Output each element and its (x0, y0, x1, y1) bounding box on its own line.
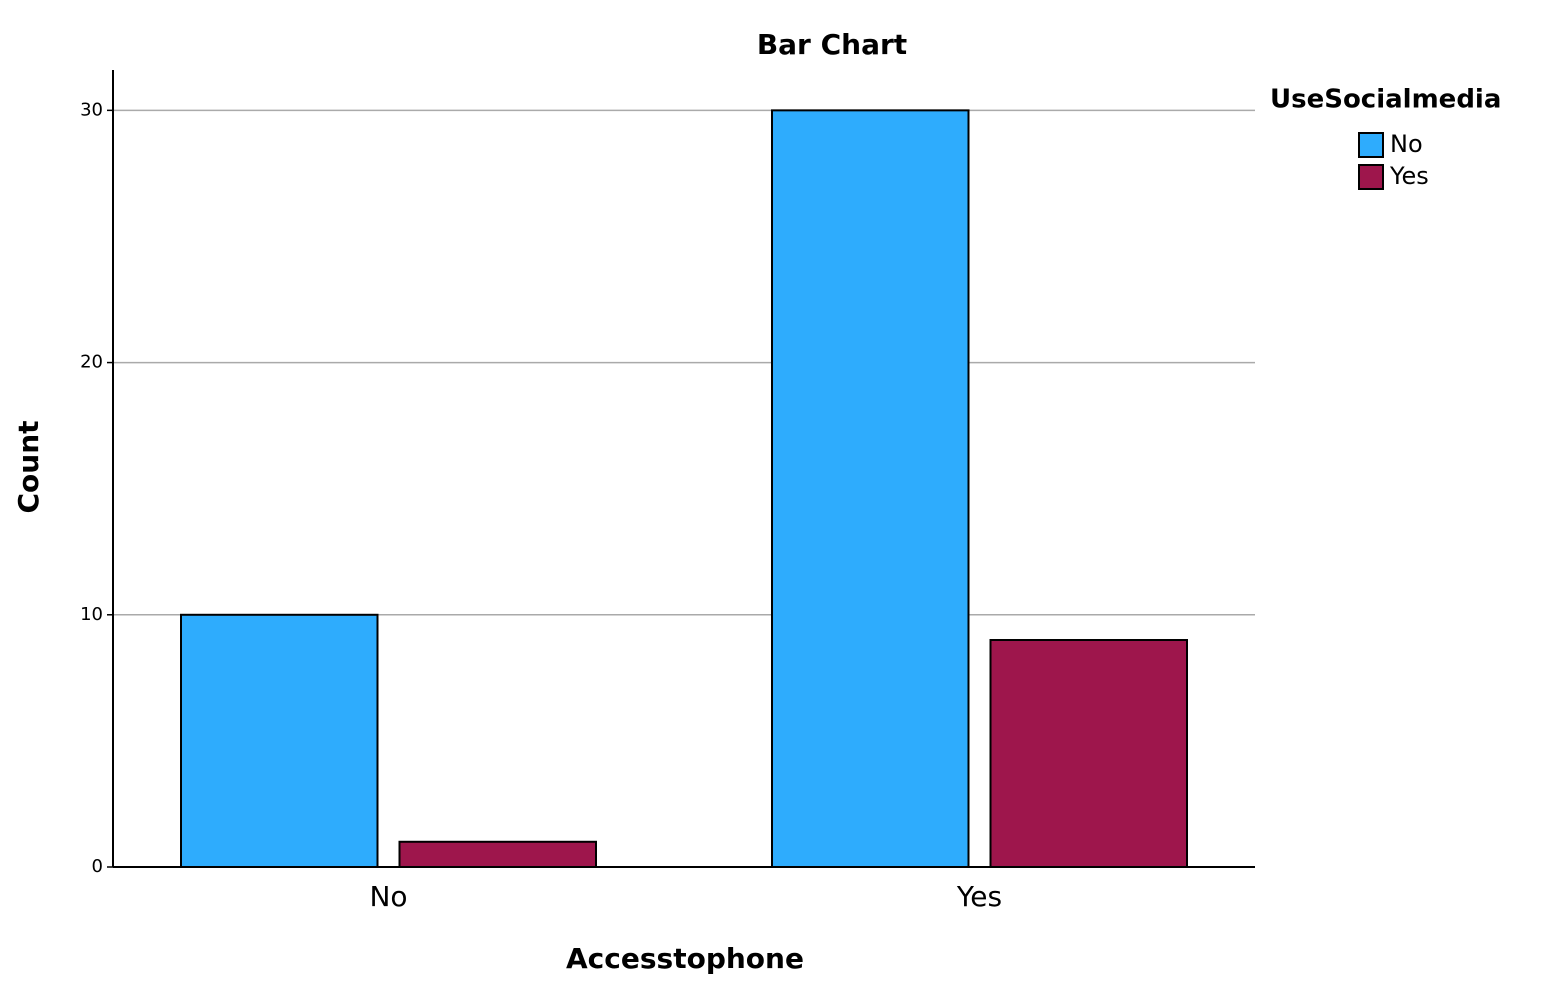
y-axis-title: Count (12, 420, 45, 513)
bar (180, 613, 379, 868)
bar (771, 109, 970, 868)
y-tick-label: 0 (92, 856, 103, 877)
bar (398, 840, 597, 869)
y-tick-label: 30 (80, 99, 103, 120)
y-tick-label: 20 (80, 352, 103, 373)
bar (989, 639, 1188, 869)
x-axis-title: Accesstophone (566, 942, 804, 975)
legend-swatch (1358, 164, 1384, 190)
x-tick-label: No (369, 880, 407, 913)
legend-swatch (1358, 132, 1384, 158)
legend-label: Yes (1389, 162, 1429, 190)
x-tick-label: Yes (956, 880, 1002, 913)
y-tick-label: 10 (80, 604, 103, 625)
legend-title: UseSocialmedia (1270, 85, 1501, 115)
chart-title: Bar Chart (757, 28, 907, 61)
legend-label: No (1390, 130, 1423, 158)
